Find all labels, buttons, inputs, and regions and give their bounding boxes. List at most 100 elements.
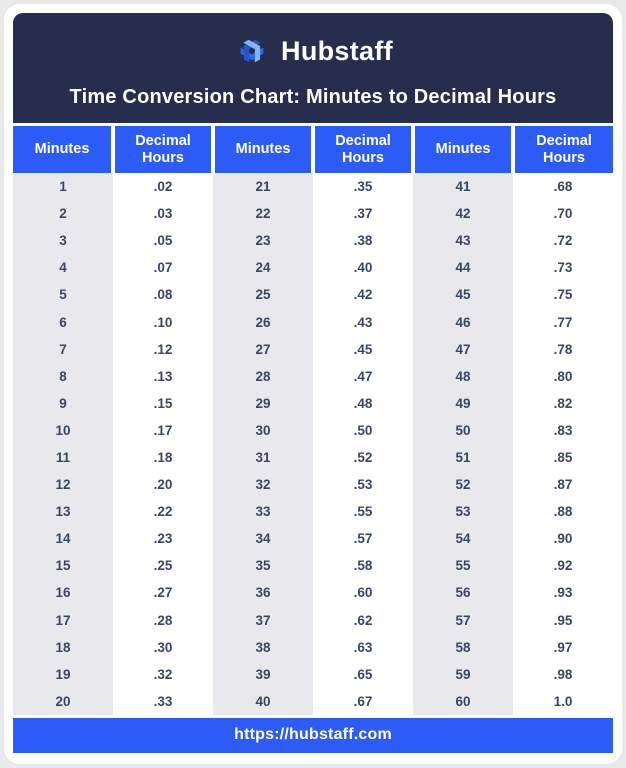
minutes-cell: 43 — [455, 233, 471, 249]
minutes-cell: 6 — [59, 314, 67, 330]
decimal-hours-cell: .23 — [153, 531, 173, 547]
minutes-cell: 2 — [59, 206, 67, 222]
brand-name: Hubstaff — [281, 35, 393, 66]
minutes-cell: 31 — [255, 449, 271, 465]
decimal-hours-column: .35 .37 .38 .40 .42 .43 .45 .47 .48 .50 .52 .53 .55.… — [313, 173, 413, 715]
minutes-cell: 5 — [59, 287, 67, 303]
decimal-hours-cell: .27 — [153, 585, 173, 601]
decimal-hours-cell: .22 — [153, 504, 173, 520]
page-title: Time Conversion Chart: Minutes to Decima… — [69, 85, 557, 108]
header-banner: Hubstaff Time Conversion Chart: Minutes … — [13, 13, 613, 123]
decimal-hours-cell: .42 — [353, 287, 373, 303]
minutes-cell: 1 — [59, 179, 67, 195]
minutes-cell: 51 — [455, 449, 471, 465]
decimal-hours-cell: .63 — [353, 639, 373, 655]
decimal-hours-cell: .77 — [553, 314, 573, 330]
decimal-hours-cell: .52 — [353, 449, 373, 465]
decimal-hours-cell: .53 — [353, 477, 373, 493]
minutes-cell: 60 — [455, 693, 471, 709]
decimal-hours-cell: .10 — [153, 314, 173, 330]
minutes-cell: 16 — [55, 585, 71, 601]
minutes-cell: 29 — [255, 395, 271, 411]
decimal-hours-cell: .32 — [153, 666, 173, 682]
decimal-hours-cell: .20 — [153, 477, 173, 493]
decimal-hours-cell: .30 — [153, 639, 173, 655]
decimal-hours-cell: .97 — [553, 639, 573, 655]
minutes-cell: 58 — [455, 639, 471, 655]
decimal-hours-cell: .80 — [553, 368, 573, 384]
decimal-hours-cell: .62 — [353, 612, 373, 628]
minutes-cell: 32 — [255, 477, 271, 493]
footer-link[interactable]: https://hubstaff.com — [234, 726, 392, 744]
minutes-cell: 56 — [455, 585, 471, 601]
decimal-hours-cell: .45 — [353, 341, 373, 357]
decimal-hours-cell: .98 — [553, 666, 573, 682]
decimal-hours-cell: .78 — [553, 341, 573, 357]
decimal-hours-cell: .07 — [153, 260, 173, 276]
decimal-hours-cell: .28 — [153, 612, 173, 628]
decimal-hours-cell: .72 — [553, 233, 573, 249]
decimal-hours-cell: .65 — [353, 666, 373, 682]
decimal-hours-cell: .03 — [153, 206, 173, 222]
minutes-column: 21 22 23 24 25 26 27 28 29 30 31 32 33 34 35 36 37 38 39 40 — [213, 173, 313, 715]
minutes-cell: 40 — [255, 693, 271, 709]
minutes-cell: 35 — [255, 558, 271, 574]
decimal-hours-cell: .05 — [153, 233, 173, 249]
chart-card: Hubstaff Time Conversion Chart: Minutes … — [4, 4, 622, 764]
minutes-cell: 22 — [255, 206, 271, 222]
decimal-hours-cell: .82 — [553, 395, 573, 411]
decimal-hours-cell: .12 — [153, 341, 173, 357]
minutes-cell: 48 — [455, 368, 471, 384]
minutes-cell: 15 — [55, 558, 71, 574]
minutes-cell: 54 — [455, 531, 471, 547]
decimal-hours-cell: .50 — [353, 422, 373, 438]
minutes-cell: 26 — [255, 314, 271, 330]
decimal-hours-cell: .55 — [353, 504, 373, 520]
minutes-cell: 10 — [55, 422, 71, 438]
decimal-hours-cell: .35 — [353, 179, 373, 195]
table-body: 1 2 3 4 5 6 7 8 9 10 11 12 13 14 15 16 17 18 19 20.02.03.05… — [13, 173, 613, 715]
minutes-cell: 18 — [55, 639, 71, 655]
minutes-cell: 4 — [59, 260, 67, 276]
minutes-cell: 42 — [455, 206, 471, 222]
decimal-hours-cell: .58 — [353, 558, 373, 574]
decimal-hours-cell: .70 — [553, 206, 573, 222]
minutes-cell: 44 — [455, 260, 471, 276]
column-header: Decimal Hours — [513, 126, 613, 173]
hubstaff-logo-icon — [233, 30, 271, 73]
decimal-hours-cell: .47 — [353, 368, 373, 384]
decimal-hours-cell: .57 — [353, 531, 373, 547]
minutes-cell: 28 — [255, 368, 271, 384]
minutes-cell: 14 — [55, 531, 71, 547]
column-header: Decimal Hours — [313, 126, 413, 173]
minutes-cell: 12 — [55, 477, 71, 493]
footer-bar: https://hubstaff.com — [13, 717, 613, 753]
minutes-cell: 24 — [255, 260, 271, 276]
decimal-hours-cell: .85 — [553, 449, 573, 465]
minutes-cell: 53 — [455, 504, 471, 520]
minutes-cell: 55 — [455, 558, 471, 574]
decimal-hours-cell: .13 — [153, 368, 173, 384]
minutes-cell: 52 — [455, 477, 471, 493]
decimal-hours-cell: .37 — [353, 206, 373, 222]
minutes-cell: 23 — [255, 233, 271, 249]
minutes-cell: 20 — [55, 693, 71, 709]
minutes-cell: 13 — [55, 504, 71, 520]
decimal-hours-cell: .33 — [153, 693, 173, 709]
decimal-hours-column: .02 .03 .05 .07 .08 .10 .12 .13 .15 .17 .18 .20 .22.… — [113, 173, 213, 715]
minutes-cell: 50 — [455, 422, 471, 438]
decimal-hours-cell: .08 — [153, 287, 173, 303]
minutes-cell: 57 — [455, 612, 471, 628]
decimal-hours-cell: .48 — [353, 395, 373, 411]
decimal-hours-cell: .25 — [153, 558, 173, 574]
minutes-cell: 39 — [255, 666, 271, 682]
minutes-cell: 37 — [255, 612, 271, 628]
decimal-hours-cell: .73 — [553, 260, 573, 276]
minutes-cell: 17 — [55, 612, 71, 628]
minutes-cell: 19 — [55, 666, 71, 682]
minutes-cell: 30 — [255, 422, 271, 438]
decimal-hours-cell: .38 — [353, 233, 373, 249]
table-header-row: Minutes Decimal Hours Minutes Decimal Hours… — [13, 126, 613, 173]
decimal-hours-cell: .87 — [553, 477, 573, 493]
minutes-cell: 11 — [55, 449, 71, 465]
